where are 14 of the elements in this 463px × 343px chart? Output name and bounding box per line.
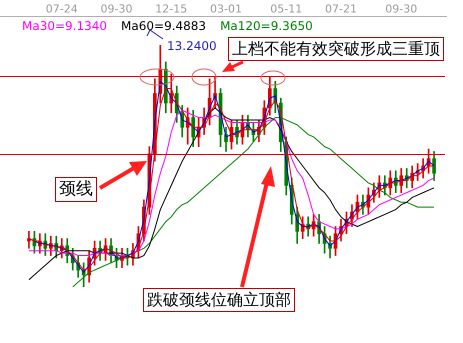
x-tick-label: 03-01 xyxy=(210,2,242,16)
x-tick-label: 05-11 xyxy=(270,2,302,16)
annotation: 上档不能有效突破形成三重顶 xyxy=(232,39,440,58)
text: Ma120=9.3650 xyxy=(220,19,313,33)
annotation: 颈线 xyxy=(59,179,93,199)
x-tick-label: 09-30 xyxy=(385,2,418,16)
text: Ma30=9.1340 xyxy=(22,19,108,33)
annotation: 13.2400 xyxy=(167,39,217,53)
text: Ma60=9.4883 xyxy=(121,19,206,33)
x-tick-label: 09-30 xyxy=(100,2,132,16)
x-tick-label: 12-15 xyxy=(155,2,188,16)
text: 跌破颈线位确立顶部 xyxy=(147,290,291,309)
x-tick-label: 07-21 xyxy=(325,2,357,16)
x-tick-label: 07-24 xyxy=(46,2,78,16)
